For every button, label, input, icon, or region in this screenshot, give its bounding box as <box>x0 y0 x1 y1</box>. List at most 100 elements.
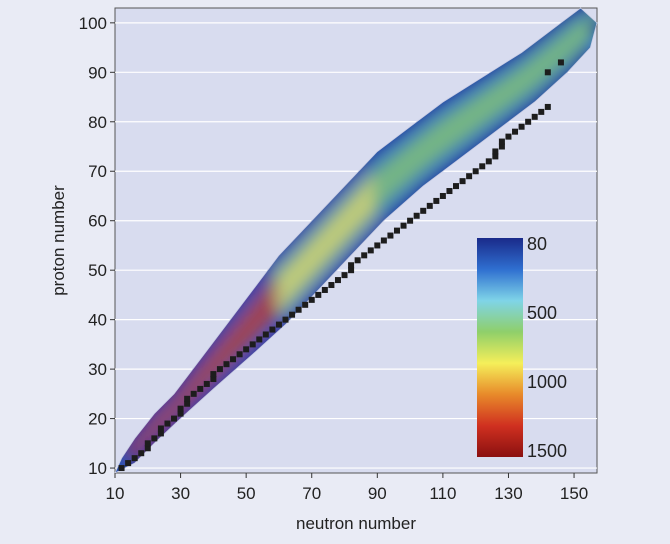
stable-nucleus-marker <box>400 222 407 229</box>
colorbar-tick-label: 1000 <box>527 372 567 392</box>
stable-nucleus-marker <box>125 460 132 467</box>
stable-nucleus-marker <box>282 316 289 323</box>
stable-nucleus-marker <box>472 168 479 175</box>
y-axis-title: proton number <box>49 185 68 296</box>
stable-nucleus-marker <box>321 286 328 293</box>
stable-nucleus-marker <box>512 128 519 135</box>
stable-nucleus-marker <box>275 321 282 328</box>
stable-nucleus-marker <box>485 158 492 165</box>
stable-nucleus-marker <box>453 183 460 190</box>
x-tick-label: 110 <box>429 484 456 503</box>
stable-nucleus-marker <box>426 202 433 209</box>
stable-nucleus-marker <box>203 380 210 387</box>
stable-nucleus-marker <box>289 311 296 318</box>
colorbar-tick-label: 500 <box>527 303 557 323</box>
grid-lines <box>115 22 597 469</box>
stable-nucleus-marker <box>544 69 551 76</box>
stable-nucleus-marker <box>138 450 145 457</box>
stable-nucleus-marker <box>157 430 164 437</box>
stable-nucleus-marker <box>531 113 538 120</box>
x-tick-label: 50 <box>237 484 256 503</box>
stable-nucleus-marker <box>177 410 184 417</box>
stable-nucleus-marker <box>315 291 322 298</box>
stable-nucleus-marker <box>492 153 499 160</box>
y-tick-label: 60 <box>88 212 107 231</box>
stable-nucleus-marker <box>557 59 564 66</box>
stable-nucleus-marker <box>308 296 315 303</box>
stable-nucleus-marker <box>164 420 171 427</box>
stable-nucleus-marker <box>387 232 394 239</box>
x-tick-label: 150 <box>560 484 588 503</box>
stable-nucleus-marker <box>184 395 191 402</box>
y-tick-label: 10 <box>88 459 107 478</box>
stable-nucleus-marker <box>197 385 204 392</box>
stable-nuclei-markers <box>118 59 564 472</box>
colorbar-tick-label: 80 <box>527 234 547 254</box>
stable-nucleus-marker <box>151 435 158 442</box>
stable-nucleus-marker <box>236 351 243 358</box>
y-axis-ticks: 10 20 30 40 50 60 70 80 90 100 <box>79 14 115 478</box>
y-tick-label: 30 <box>88 360 107 379</box>
x-tick-label: 90 <box>368 484 387 503</box>
y-tick-label: 20 <box>88 410 107 429</box>
stable-nucleus-marker <box>518 123 525 130</box>
stable-nucleus-marker <box>393 227 400 234</box>
stable-nucleus-marker <box>479 163 486 170</box>
stable-nucleus-marker <box>144 440 151 447</box>
stable-nucleus-marker <box>210 376 217 383</box>
y-tick-label: 40 <box>88 311 107 330</box>
stable-nucleus-marker <box>544 103 551 110</box>
stable-nucleus-marker <box>439 192 446 199</box>
colorbar-tick-label: 1500 <box>527 441 567 461</box>
stable-nucleus-marker <box>334 277 341 284</box>
stable-nucleus-marker <box>341 272 348 279</box>
stable-nucleus-marker <box>538 108 545 115</box>
stable-nucleus-marker <box>498 143 505 150</box>
stable-nucleus-marker <box>328 282 335 289</box>
colorbar: 80 500 1000 1500 <box>477 234 567 461</box>
y-tick-label: 70 <box>88 162 107 181</box>
stable-nucleus-marker <box>190 390 197 397</box>
stable-nucleus-marker <box>302 301 309 308</box>
stable-nucleus-marker <box>413 212 420 219</box>
stable-nucleus-marker <box>144 445 151 452</box>
x-tick-label: 30 <box>171 484 190 503</box>
stable-nucleus-marker <box>295 306 302 313</box>
stable-nucleus-marker <box>433 197 440 204</box>
stable-nucleus-marker <box>171 415 178 422</box>
stable-nucleus-marker <box>466 173 473 180</box>
stable-nucleus-marker <box>446 188 453 195</box>
stable-nucleus-marker <box>492 148 499 155</box>
x-tick-label: 10 <box>106 484 125 503</box>
stable-nucleus-marker <box>348 267 355 274</box>
stable-nucleus-marker <box>184 400 191 407</box>
stable-nucleus-marker <box>380 237 387 244</box>
colorbar-gradient <box>477 238 523 457</box>
stable-nucleus-marker <box>348 262 355 269</box>
stable-nucleus-marker <box>223 361 230 368</box>
x-tick-label: 70 <box>302 484 321 503</box>
stable-nucleus-marker <box>374 242 381 249</box>
stable-nucleus-marker <box>210 371 217 378</box>
stable-nucleus-marker <box>459 178 466 185</box>
band-outline <box>114 7 598 474</box>
stable-nucleus-marker <box>230 356 237 363</box>
stable-nucleus-marker <box>131 455 138 462</box>
stable-nucleus-marker <box>269 326 276 333</box>
x-tick-label: 130 <box>494 484 522 503</box>
stable-nucleus-marker <box>157 425 164 432</box>
stable-nucleus-marker <box>498 138 505 145</box>
stable-nucleus-marker <box>216 366 223 373</box>
stable-nucleus-marker <box>407 217 414 224</box>
stable-nucleus-marker <box>354 257 361 264</box>
y-tick-label: 80 <box>88 113 107 132</box>
x-axis-title: neutron number <box>296 514 416 533</box>
stable-nucleus-marker <box>367 247 374 254</box>
stable-nucleus-marker <box>249 341 256 348</box>
stable-nucleus-marker <box>361 252 368 259</box>
stable-nucleus-marker <box>525 118 532 125</box>
stable-nucleus-marker <box>256 336 263 343</box>
y-tick-label: 100 <box>79 14 107 33</box>
